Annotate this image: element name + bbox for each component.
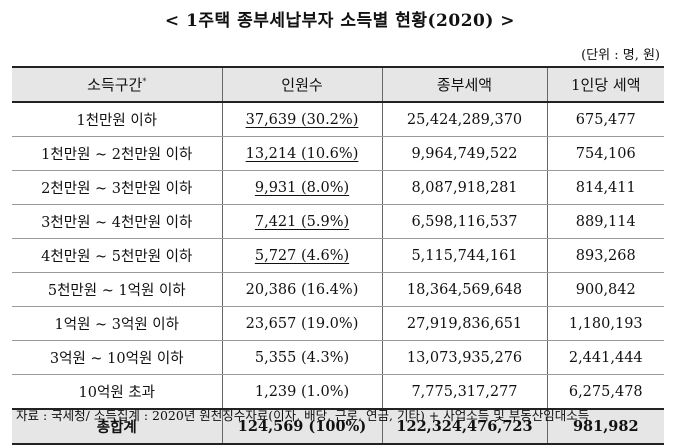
range-cell: 5천만원 ~ 1억원 이하 [12,272,223,307]
count-cell: 13,214 (10.6%) [221,136,383,171]
footnote-mark: * [142,77,147,86]
per-person-cell: 1,180,193 [546,306,664,341]
count-cell: 7,421 (5.9%) [221,204,383,239]
range-cell: 1천만원 이하 [12,101,223,137]
range-cell: 2천만원 ~ 3천만원 이하 [12,170,223,205]
tax-cell: 27,919,836,651 [381,306,548,341]
header-per-person-tax: 1인당 세액 [546,66,664,103]
range-cell: 1억원 ~ 3억원 이하 [12,306,223,341]
count-cell: 9,931 (8.0%) [221,170,383,205]
tax-cell: 8,087,918,281 [381,170,548,205]
tax-cell: 18,364,569,648 [381,272,548,307]
table-row: 1억원 ~ 3억원 이하 23,657 (19.0%) 27,919,836,651… [12,306,664,341]
header-tax-amount: 종부세액 [381,66,548,103]
table-row: 5천만원 ~ 1억원 이하 20,386 (16.4%) 18,364,569,64… [12,272,664,307]
table-row: 10억원 초과 1,239 (1.0%) 7,775,317,277 6,275,47… [12,374,664,410]
per-person-cell: 889,114 [546,204,664,239]
per-person-cell: 754,106 [546,136,664,171]
table-row: 1천만원 이하 37,639 (30.2%) 25,424,289,370 675,4… [12,101,664,137]
count-cell: 37,639 (30.2%) [221,101,383,137]
table-row: 1천만원 ~ 2천만원 이하 13,214 (10.6%) 9,964,749,52… [12,136,664,171]
range-cell: 4천만원 ~ 5천만원 이하 [12,238,223,273]
tax-cell: 13,073,935,276 [381,340,548,375]
range-cell: 1천만원 ~ 2천만원 이하 [12,136,223,171]
per-person-cell: 900,842 [546,272,664,307]
per-person-cell: 675,477 [546,101,664,137]
table-row: 4천만원 ~ 5천만원 이하 5,727 (4.6%) 5,115,744,161 8… [12,238,664,273]
header-count: 인원수 [221,66,383,103]
range-cell: 10억원 초과 [12,374,223,410]
table-body: 1천만원 이하 37,639 (30.2%) 25,424,289,370 675,4… [12,101,664,410]
count-cell: 5,355 (4.3%) [221,340,383,375]
table-row: 2천만원 ~ 3천만원 이하 9,931 (8.0%) 8,087,918,281 8… [12,170,664,205]
per-person-cell: 814,411 [546,170,664,205]
table-header-row: 소득구간* 인원수 종부세액 1인당 세액 [12,66,664,103]
page-title: < 1주택 종부세납부자 소득별 현황(2020) > [164,11,516,31]
count-cell: 1,239 (1.0%) [221,374,383,410]
source-note: 자료 : 국세청/ 소득집계 : 2020년 원천징수자료(이자, 배당, 근로… [16,408,590,423]
range-cell: 3억원 ~ 10억원 이하 [12,340,223,375]
count-cell: 23,657 (19.0%) [221,306,383,341]
tax-cell: 25,424,289,370 [381,101,548,137]
per-person-cell: 6,275,478 [546,374,664,410]
header-income-range: 소득구간* [12,66,223,103]
income-table: 소득구간* 인원수 종부세액 1인당 세액 1천만원 이하 37,639 (30.… [12,66,664,445]
unit-label: (단위 : 명, 원) [581,48,660,63]
tax-cell: 7,775,317,277 [381,374,548,410]
count-cell: 20,386 (16.4%) [221,272,383,307]
tax-cell: 9,964,749,522 [381,136,548,171]
tax-cell: 6,598,116,537 [381,204,548,239]
count-cell: 5,727 (4.6%) [221,238,383,273]
header-income-range-label: 소득구간 [87,76,143,94]
table-row: 3억원 ~ 10억원 이하 5,355 (4.3%) 13,073,935,276 2… [12,340,664,375]
per-person-cell: 2,441,444 [546,340,664,375]
total-label: 총합계 [12,408,223,445]
tax-cell: 5,115,744,161 [381,238,548,273]
table-row: 3천만원 ~ 4천만원 이하 7,421 (5.9%) 6,598,116,537 8… [12,204,664,239]
per-person-cell: 893,268 [546,238,664,273]
range-cell: 3천만원 ~ 4천만원 이하 [12,204,223,239]
